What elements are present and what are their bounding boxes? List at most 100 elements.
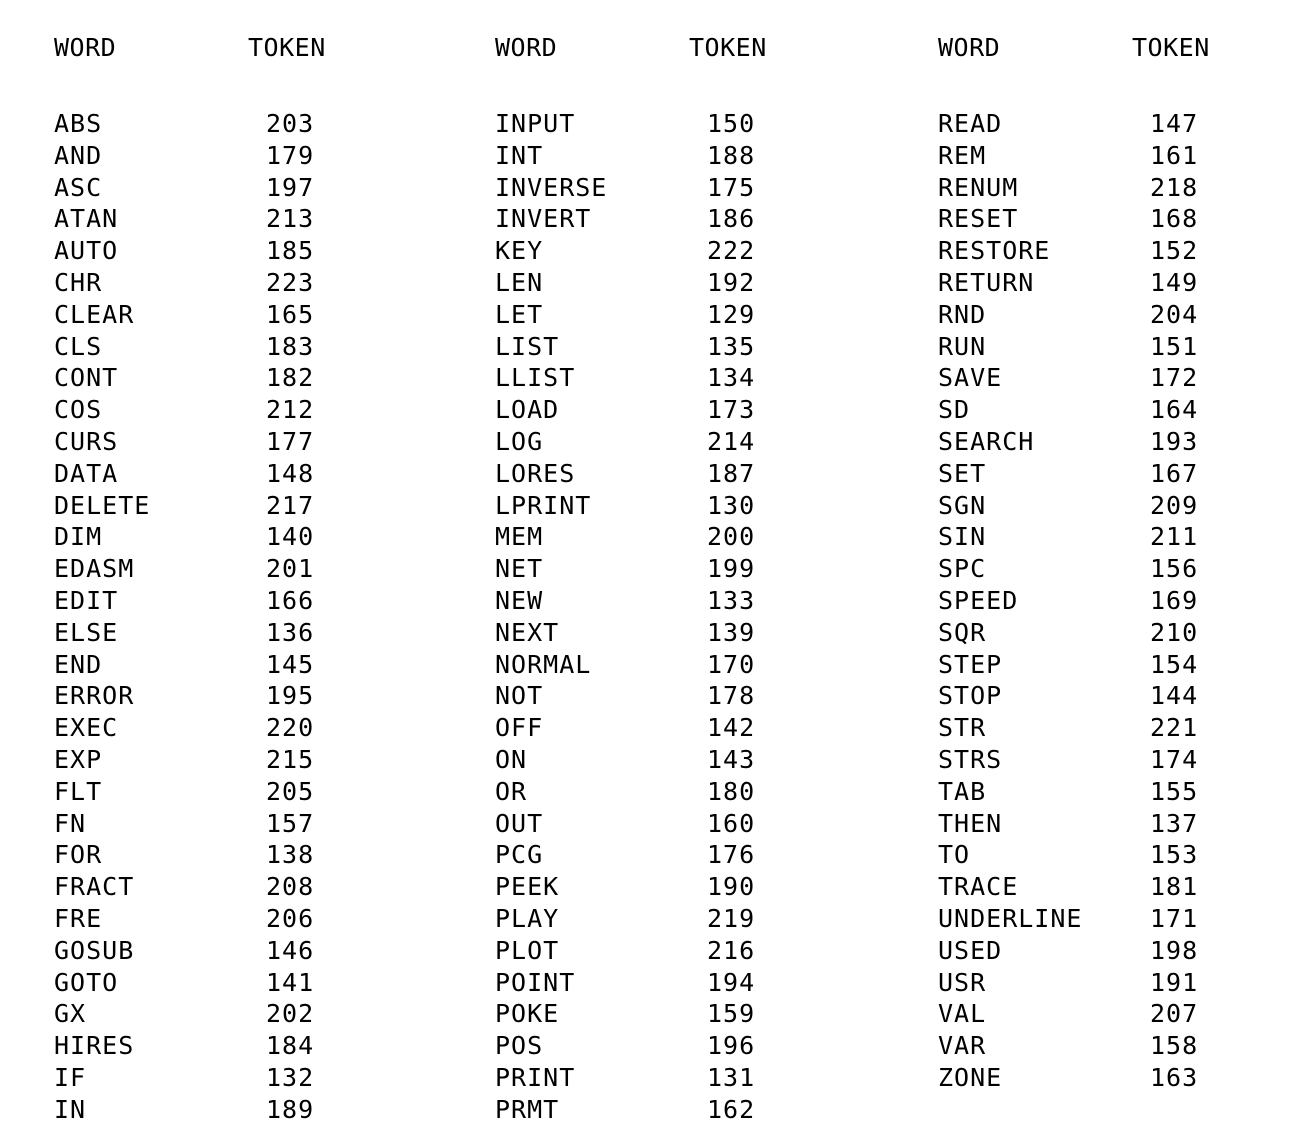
word-cell: RENUM xyxy=(938,172,1019,202)
token-cell: 203 xyxy=(266,109,315,138)
word-cell: INT xyxy=(495,140,544,170)
word-cell: DATA xyxy=(54,458,119,488)
word-cell: EDASM xyxy=(54,554,135,584)
word-header: WORD xyxy=(54,33,117,62)
word-cell: ERROR xyxy=(54,681,135,711)
word-cell: RND xyxy=(938,299,987,329)
token-cell: 149 xyxy=(1150,267,1199,297)
token-cell: 221 xyxy=(1150,713,1199,743)
token-cell: 214 xyxy=(707,426,756,456)
token-cell: 201 xyxy=(266,554,315,584)
word-cell: USR xyxy=(938,967,987,997)
word-cell: NET xyxy=(495,554,544,584)
token-cell: 190 xyxy=(707,872,756,902)
token-cell: 157 xyxy=(266,808,315,838)
token-cell: 148 xyxy=(266,458,315,488)
word-header: WORD xyxy=(938,33,1001,62)
token-cell: 191 xyxy=(1150,967,1199,997)
word-cell: LPRINT xyxy=(495,490,592,520)
word-cell: LLIST xyxy=(495,363,576,393)
token-cell: 170 xyxy=(707,649,756,679)
word-cell: PRMT xyxy=(495,1094,560,1124)
word-cell: END xyxy=(54,649,103,679)
token-cell: 176 xyxy=(707,840,756,870)
token-cell: 140 xyxy=(266,522,315,552)
token-cell: 146 xyxy=(266,935,315,965)
word-cell: FRACT xyxy=(54,872,135,902)
word-cell: NEXT xyxy=(495,617,560,647)
word-cell: CONT xyxy=(54,363,119,393)
word-cell: VAL xyxy=(938,999,987,1029)
token-cell: 169 xyxy=(1150,585,1199,615)
word-cell: GOSUB xyxy=(54,935,135,965)
word-cell: LET xyxy=(495,299,544,329)
token-cell: 175 xyxy=(707,172,756,202)
word-cell: RESET xyxy=(938,204,1019,234)
token-cell: 129 xyxy=(707,299,756,329)
token-cell: 216 xyxy=(707,935,756,965)
word-cell: TRACE xyxy=(938,872,1019,902)
token-cell: 166 xyxy=(266,585,315,615)
word-cell: ASC xyxy=(54,172,103,202)
word-cell: FRE xyxy=(54,903,103,933)
token-cell: 138 xyxy=(266,840,315,870)
token-cell: 151 xyxy=(1150,331,1199,361)
word-cell: TO xyxy=(938,840,971,870)
word-cell: SAVE xyxy=(938,363,1003,393)
word-cell: AND xyxy=(54,140,103,170)
word-cell: EDIT xyxy=(54,585,119,615)
token-cell: 145 xyxy=(266,649,315,679)
token-cell: 213 xyxy=(266,204,315,234)
token-cell: 220 xyxy=(266,713,315,743)
word-cell: PEEK xyxy=(495,872,560,902)
word-cell: STRS xyxy=(938,744,1003,774)
word-cell: RETURN xyxy=(938,267,1035,297)
token-cell: 209 xyxy=(1150,490,1199,520)
token-cell: 130 xyxy=(707,490,756,520)
token-cell: 132 xyxy=(266,1062,315,1092)
word-cell: MEM xyxy=(495,522,544,552)
word-cell: PLAY xyxy=(495,903,560,933)
word-cell: EXEC xyxy=(54,713,119,743)
word-cell: SPEED xyxy=(938,585,1019,615)
word-cell: POINT xyxy=(495,967,576,997)
word-cell: PCG xyxy=(495,840,544,870)
word-cell: RUN xyxy=(938,331,987,361)
word-cell: LORES xyxy=(495,458,576,488)
token-cell: 178 xyxy=(707,681,756,711)
token-cell: 154 xyxy=(1150,649,1199,679)
token-cell: 143 xyxy=(707,744,756,774)
token-header: TOKEN xyxy=(1132,33,1210,62)
token-cell: 174 xyxy=(1150,744,1199,774)
token-cell: 156 xyxy=(1150,554,1199,584)
token-cell: 187 xyxy=(707,458,756,488)
token-cell: 141 xyxy=(266,967,315,997)
word-cell: RESTORE xyxy=(938,236,1051,266)
word-cell: FLT xyxy=(54,776,103,806)
word-cell: CHR xyxy=(54,267,103,297)
token-cell: 168 xyxy=(1150,204,1199,234)
token-cell: 133 xyxy=(707,585,756,615)
word-cell: NOT xyxy=(495,681,544,711)
word-header: WORD xyxy=(495,33,558,62)
token-cell: 212 xyxy=(266,395,315,425)
token-cell: 135 xyxy=(707,331,756,361)
word-cell: INVERSE xyxy=(495,172,608,202)
word-cell: DELETE xyxy=(54,490,151,520)
token-cell: 137 xyxy=(1150,808,1199,838)
token-cell: 179 xyxy=(266,140,315,170)
token-cell: 172 xyxy=(1150,363,1199,393)
token-cell: 139 xyxy=(707,617,756,647)
token-cell: 186 xyxy=(707,204,756,234)
word-cell: GX xyxy=(54,999,87,1029)
token-cell: 134 xyxy=(707,363,756,393)
word-cell: SEARCH xyxy=(938,426,1035,456)
token-cell: 184 xyxy=(266,1031,315,1061)
token-cell: 173 xyxy=(707,395,756,425)
token-cell: 159 xyxy=(707,999,756,1029)
token-cell: 222 xyxy=(707,236,756,266)
token-cell: 205 xyxy=(266,776,315,806)
token-cell: 177 xyxy=(266,426,315,456)
word-cell: OFF xyxy=(495,713,544,743)
